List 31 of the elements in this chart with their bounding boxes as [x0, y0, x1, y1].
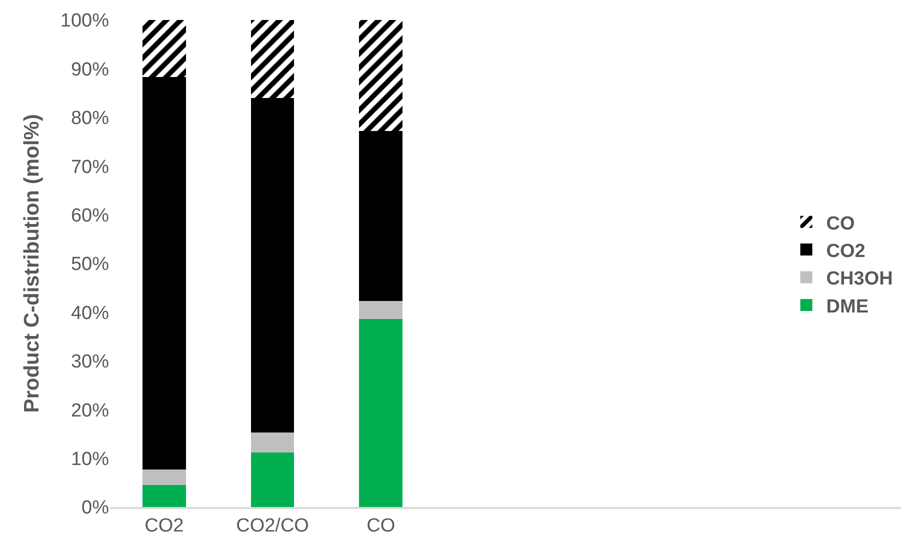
bar [142, 76, 186, 470]
x-tick-label: CO [366, 516, 396, 537]
legend-label: CH3OH [826, 268, 893, 290]
x-tick-label: CO2/CO [236, 516, 309, 537]
y-tick-label: 30% [70, 352, 110, 373]
bar [142, 20, 186, 77]
bar [250, 20, 294, 98]
y-tick-label: 100% [60, 10, 110, 32]
y-tick-label: 90% [70, 59, 110, 80]
bar [359, 20, 403, 132]
legend-label: DME [826, 296, 869, 318]
bar [359, 301, 403, 320]
y-tick-label: 20% [70, 400, 110, 422]
text: CO [826, 213, 855, 234]
y-tick-label: 80% [70, 108, 110, 130]
y-tick-label: 0% [82, 498, 110, 519]
bar [142, 485, 186, 507]
y-tick-label: 60% [70, 205, 110, 226]
bar [250, 98, 294, 432]
y-axis-title: Product C-distribution (mol%) [20, 114, 44, 413]
bar [359, 319, 403, 507]
bar [250, 452, 294, 507]
y-tick-label: 40% [70, 302, 110, 324]
legend-label: CO2 [826, 240, 866, 262]
y-tick-label: 10% [70, 448, 110, 470]
y-tick-label: 70% [70, 156, 110, 178]
x-tick-label: CO2 [144, 516, 184, 537]
bar [359, 131, 403, 301]
y-tick-label: 50% [70, 254, 110, 276]
bar [250, 432, 294, 452]
bar [142, 470, 186, 486]
